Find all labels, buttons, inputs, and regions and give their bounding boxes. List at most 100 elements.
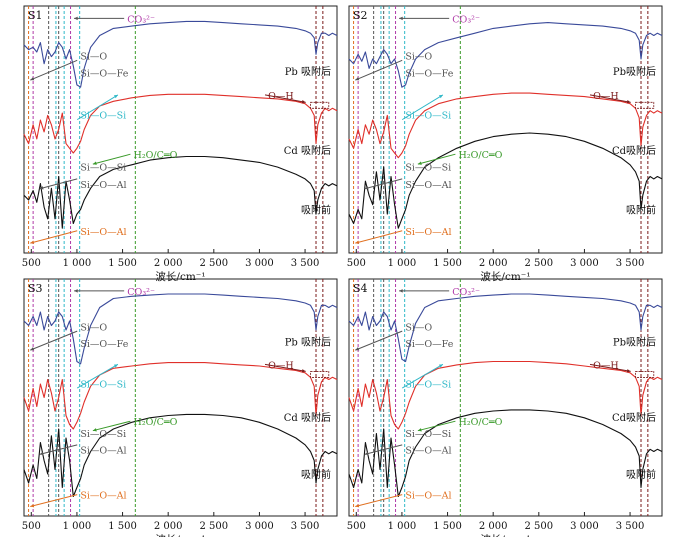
annotation-label: CO₃²⁻ [452,287,480,298]
x-tick-label: 500 [347,521,366,532]
x-tick-label: 3 000 [570,521,599,532]
annotation-label: CO₃²⁻ [127,14,155,25]
annotation-label: Si—O—Al [405,491,451,502]
annotation-arrow [355,230,403,244]
x-tick-label: 2 000 [154,521,183,532]
annotation-label: Si—O—Fe [80,69,128,80]
annotation-label: Si—O—Al [405,227,451,238]
series-line-1 [348,92,663,159]
annotation-label: Si—O—Si [405,111,451,122]
annotation-arrowhead [417,161,422,165]
annotation-label: Si—O—Fe [80,339,128,350]
series-line-2 [23,155,338,229]
annotation-arrowhead [30,347,35,351]
annotation-arrow [589,94,631,103]
annotation-label: Si—O—Al [80,180,126,191]
series-label: Cd 吸附后 [284,411,331,424]
annotation-label: Si—O—Si [405,379,451,390]
annotation-label: O—H [268,360,294,371]
annotation-label: Si—O—Si [80,163,126,174]
annotation-arrowhead [399,289,403,293]
series-label: 吸附前 [626,203,656,216]
x-tick-label: 1 500 [108,521,137,532]
annotation-arrow [364,444,403,455]
x-tick-label: 2 500 [199,258,228,269]
annotation-label: Si—O—Al [80,446,126,457]
panel-frame [348,5,663,254]
series-line-2 [23,413,338,498]
annotation-label: CO₃²⁻ [452,14,480,25]
annotation-label: Si—O—Al [80,227,126,238]
annotation-arrowhead [626,99,631,104]
annotation-arrowhead [30,503,35,508]
annotation-arrow [355,494,403,508]
annotation-arrowhead [74,289,78,293]
annotation-label: H₂O/C═O [459,417,503,428]
annotation-arrow [364,178,403,190]
series-line-0 [23,293,338,365]
annotation-arrowhead [355,347,360,351]
annotation-label: O—H [268,91,294,102]
annotation-label: Si—O—Si [80,429,126,440]
x-tick-label: 3 500 [291,258,320,269]
annotation-arrowhead [92,161,97,165]
x-tick-label: 3 000 [245,521,274,532]
x-tick-label: 3 500 [291,521,320,532]
annotation-arrow [30,330,78,351]
annotation-label: Si—O—Al [80,491,126,502]
series-label: Pb吸附后 [613,65,656,78]
series-line-0 [348,22,663,88]
annotation-arrow [401,363,444,389]
oh-peak-box [635,371,655,378]
x-tick-label: 1 500 [433,521,462,532]
x-axis-label: 波长/cm⁻¹ [155,533,205,537]
annotation-arrowhead [399,16,403,21]
annotation-arrow [30,230,78,244]
oh-peak-box [310,371,330,378]
annotation-label: O—H [593,91,619,102]
series-line-2 [348,132,663,229]
x-axis-label: 波长/cm⁻¹ [480,270,530,283]
series-label: 吸附前 [301,203,331,216]
annotation-arrow [39,444,78,455]
annotation-arrowhead [113,364,118,368]
x-tick-label: 3 000 [570,258,599,269]
annotation-arrowhead [438,94,443,99]
annotation-arrowhead [355,503,360,508]
oh-peak-box [310,101,330,109]
panel-frame [23,5,338,254]
x-tick-label: 3 000 [245,258,274,269]
annotation-label: CO₃²⁻ [127,287,155,298]
annotation-arrow [76,363,119,389]
panel-label: S1 [28,9,43,22]
annotation-arrow [401,94,444,121]
annotation-label: H₂O/C═O [134,417,178,428]
x-tick-label: 2 500 [524,521,553,532]
annotation-label: Si—O—Si [80,111,126,122]
panel-label: S2 [353,9,368,22]
annotation-arrowhead [364,186,369,190]
x-tick-label: 2 500 [199,521,228,532]
annotation-label: Si—O—Fe [405,69,453,80]
series-line-1 [23,93,338,154]
series-label: 吸附前 [301,468,331,481]
x-tick-label: 2 500 [524,258,553,269]
annotation-arrow [264,94,306,103]
series-label: Cd 吸附后 [284,144,331,157]
series-label: 吸附前 [626,468,656,481]
x-tick-label: 2 000 [479,258,508,269]
x-tick-label: 3 500 [616,521,645,532]
annotation-arrowhead [364,451,369,456]
annotation-label: Si—O [405,51,432,62]
annotation-label: Si—O—Si [80,379,126,390]
annotation-arrow [30,494,78,508]
series-line-1 [348,360,663,430]
x-tick-label: 1 000 [63,258,92,269]
x-tick-label: 2 000 [479,521,508,532]
series-line-0 [348,293,663,363]
annotation-label: Si—O—Si [405,429,451,440]
